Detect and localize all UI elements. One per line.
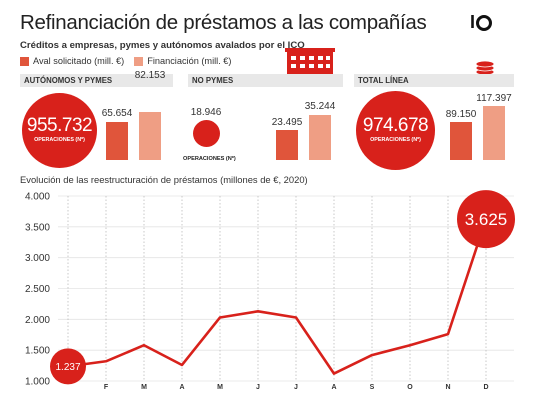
x-tick-label: M: [217, 384, 223, 391]
financiacion-value-nopymes: 35.244: [304, 101, 336, 112]
operations-bubble-autonomos: 955.732 OPERACIONES (Nº): [22, 93, 97, 168]
operations-value-autonomos: 955.732: [26, 115, 93, 136]
y-tick-label: 2.500: [25, 284, 50, 295]
operations-value-total: 974.678: [362, 115, 429, 136]
legend: Aval solicitado (mill. €) Financiación (…: [20, 56, 241, 66]
x-tick-label: A: [331, 384, 336, 391]
data-label: 3.625: [465, 210, 508, 229]
x-tick-label: M: [141, 384, 147, 391]
operations-label-autonomos: OPERACIONES (Nº): [34, 137, 85, 143]
legend-swatch-financiacion: [134, 56, 144, 66]
y-tick-label: 2.000: [25, 315, 50, 326]
page-title: Refinanciación de préstamos a las compañ…: [20, 11, 427, 34]
x-tick-label: F: [104, 384, 109, 391]
y-tick-label: 1.000: [25, 377, 50, 388]
aval-value-nopymes: 23.495: [271, 117, 303, 128]
operations-label-nopymes: OPERACIONES (Nº): [183, 156, 236, 162]
financiacion-value-autonomos: 82.153: [134, 70, 166, 81]
data-label: 1.237: [55, 362, 80, 373]
operations-bubble-total: 974.678 OPERACIONES (Nº): [356, 91, 435, 170]
aval-value-autonomos: 65.654: [101, 108, 133, 119]
bar-aval-nopymes: [276, 130, 298, 160]
highlight-bubble-jan: [50, 348, 86, 385]
y-tick-label: 4.000: [25, 192, 50, 203]
x-tick-label: J: [294, 384, 298, 391]
legend-item-aval: Aval solicitado (mill. €): [20, 56, 124, 66]
highlight-bubble-dec: [457, 190, 515, 249]
x-tick-label: N: [445, 384, 450, 391]
logo-circle-icon: [476, 15, 493, 32]
bar-financiacion-nopymes: [309, 115, 331, 160]
y-tick-label: 1.500: [25, 346, 50, 357]
x-tick-label: A: [179, 384, 184, 391]
operations-label-total: OPERACIONES (Nº): [370, 137, 421, 143]
aval-value-total: 89.150: [445, 109, 477, 120]
section-header-no-pymes: NO PYMES: [188, 74, 343, 87]
y-tick-label: 3.000: [25, 253, 50, 264]
x-tick-label: S: [370, 384, 375, 391]
bar-financiacion-total: [483, 106, 505, 160]
section-header-total: TOTAL LÍNEA: [354, 74, 514, 87]
building-icon: [285, 48, 335, 78]
legend-swatch-aval: [20, 56, 29, 66]
legend-label-aval: Aval solicitado (mill. €): [33, 56, 125, 66]
bar-financiacion-autonomos: [139, 112, 161, 160]
operations-value-nopymes: 18.946: [190, 107, 222, 118]
legend-label-financiacion: Financiación (mill. €): [147, 56, 232, 66]
section-header-autonomos: AUTÓNOMOS Y PYMES: [20, 74, 173, 87]
x-tick-label: O: [407, 384, 413, 391]
series-line: [67, 218, 488, 375]
legend-item-financiacion: Financiación (mill. €): [134, 56, 231, 66]
logo-letter: I: [470, 12, 475, 32]
y-tick-label: 3.500: [25, 222, 50, 233]
operations-bubble-nopymes: [193, 120, 220, 147]
x-tick-label: J: [256, 384, 260, 391]
x-tick-label: D: [483, 384, 488, 391]
chart-title: Evolución de las reestructuración de pré…: [20, 174, 308, 185]
bar-aval-total: [450, 122, 472, 160]
financiacion-value-total: 117.397: [476, 93, 512, 104]
ico-logo: I: [470, 12, 493, 33]
bar-aval-autonomos: [106, 122, 128, 160]
page-subtitle: Créditos a empresas, pymes y autónomos a…: [20, 40, 305, 51]
